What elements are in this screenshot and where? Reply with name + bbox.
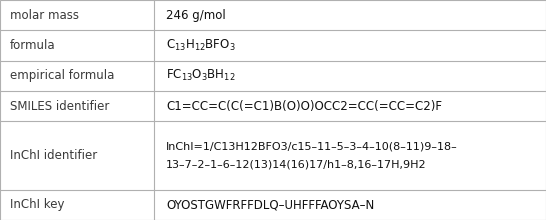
Text: C1=CC=C(C(=C1)B(O)O)OCC2=CC(=CC=C2)F: C1=CC=C(C(=C1)B(O)O)OCC2=CC(=CC=C2)F	[166, 100, 442, 113]
Text: InChI key: InChI key	[10, 198, 64, 211]
Text: $\mathregular{C_{13}H_{12}BFO_{3}}$: $\mathregular{C_{13}H_{12}BFO_{3}}$	[166, 38, 236, 53]
Text: InChI identifier: InChI identifier	[10, 149, 97, 162]
Text: molar mass: molar mass	[10, 9, 79, 22]
Text: formula: formula	[10, 39, 56, 52]
Text: SMILES identifier: SMILES identifier	[10, 100, 109, 113]
Text: empirical formula: empirical formula	[10, 69, 114, 82]
Text: OYOSTGWFRFFDLQ–UHFFFAOYSA–N: OYOSTGWFRFFDLQ–UHFFFAOYSA–N	[166, 198, 374, 211]
Text: 13–7–2–1–6–12(13)14(16)17/h1–8,16–17H,9H2: 13–7–2–1–6–12(13)14(16)17/h1–8,16–17H,9H…	[166, 160, 426, 170]
Text: 246 g/mol: 246 g/mol	[166, 9, 225, 22]
Text: InChI=1/C13H12BFO3/c15–11–5–3–4–10(8–11)9–18–: InChI=1/C13H12BFO3/c15–11–5–3–4–10(8–11)…	[166, 141, 458, 151]
Text: $\mathregular{FC_{13}O_{3}BH_{12}}$: $\mathregular{FC_{13}O_{3}BH_{12}}$	[166, 68, 235, 83]
